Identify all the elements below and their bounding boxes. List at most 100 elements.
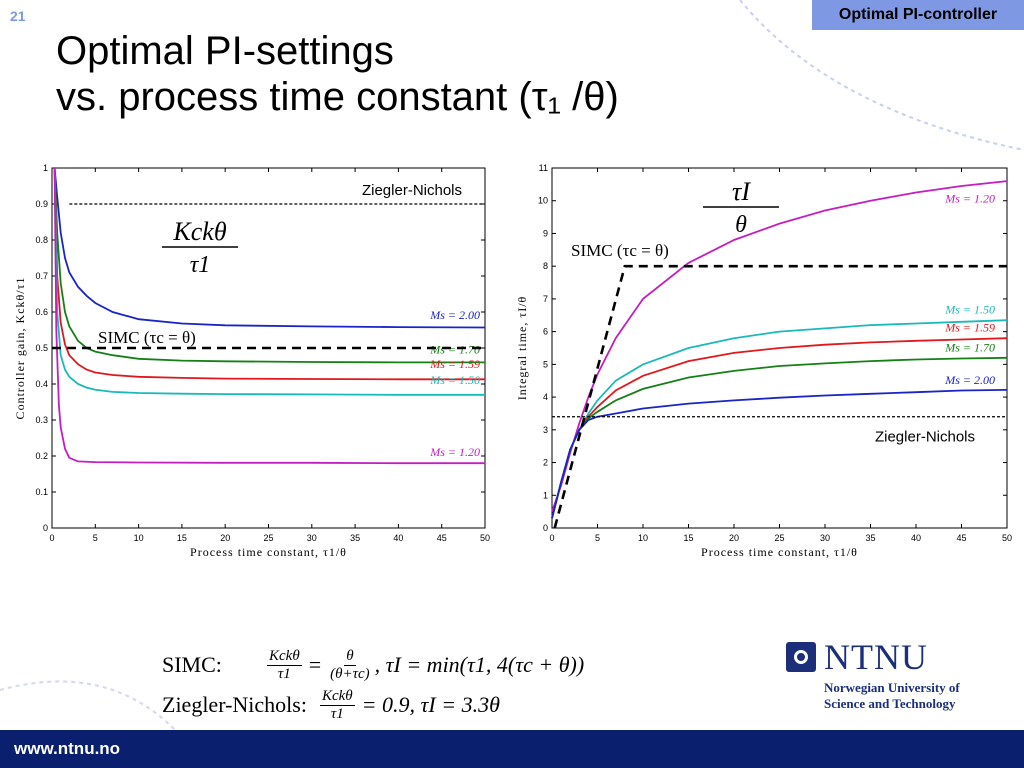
series-label: Ms = 1.59 — [429, 357, 480, 371]
y-tick-label: 6 — [543, 327, 548, 337]
footer-url[interactable]: www.ntnu.no — [14, 739, 121, 758]
x-tick-label: 50 — [480, 533, 490, 543]
x-tick-label: 5 — [93, 533, 98, 543]
y-axis-label: Integral time, τI/θ — [515, 296, 529, 401]
series-line — [53, 167, 486, 329]
x-axis-label: Process time constant, τ1/θ — [190, 545, 347, 559]
x-axis-label: Process time constant, τ1/θ — [701, 545, 858, 559]
y-tick-label: 0.2 — [35, 451, 48, 461]
series-label: Ms = 1.20 — [944, 191, 995, 205]
simc-rhs-fraction: θ (θ+τc) — [328, 648, 372, 683]
x-tick-label: 40 — [911, 533, 921, 543]
reference-line — [553, 264, 1007, 529]
simc-kc-numerator: Kckθ — [267, 647, 302, 666]
title-line-1: Optimal PI-settings — [56, 29, 394, 73]
series-label: Ms = 1.59 — [944, 321, 995, 335]
ntnu-logo: NTNU Norwegian University of Science and… — [786, 637, 1016, 720]
formula-numerator: τI — [732, 177, 751, 206]
ntnu-subtitle-line-2: Science and Technology — [824, 696, 956, 711]
x-tick-label: 30 — [820, 533, 830, 543]
y-tick-label: 0.5 — [35, 343, 48, 353]
y-tick-label: 0.7 — [35, 271, 48, 281]
slide-title: Optimal PI-settings vs. process time con… — [56, 28, 619, 120]
formula-block: SIMC: Kckθ τ1 = θ (θ+τc) , τI = min(τ1, … — [162, 645, 584, 725]
x-tick-label: 10 — [134, 533, 144, 543]
y-axis-label: Controller gain, Kckθ/τ1 — [13, 277, 27, 420]
x-tick-label: 10 — [638, 533, 648, 543]
formula-annotation: Kckθ τ1 — [162, 217, 238, 278]
formula-denominator: τ1 — [190, 252, 211, 278]
footer-bar: www.ntnu.no — [0, 730, 1024, 768]
title-line-2: vs. process time constant (τ₁ /θ) — [56, 75, 619, 119]
series-line — [53, 167, 485, 465]
simc-kc-fraction: Kckθ τ1 — [267, 648, 302, 683]
simc-kc-denominator: τ1 — [277, 665, 291, 682]
y-tick-label: 3 — [543, 425, 548, 435]
formula-denominator: θ — [735, 212, 747, 238]
series-line — [551, 389, 1008, 519]
y-tick-label: 0.8 — [35, 235, 48, 245]
simc-label: SIMC (τc = θ) — [571, 241, 669, 260]
simc-rhs-denominator: (θ+τc) — [330, 665, 370, 682]
slide-number: 21 — [10, 8, 26, 24]
y-tick-label: 8 — [543, 261, 548, 271]
zn-rhs-expression: = 0.9, τI = 3.3θ — [361, 692, 500, 717]
series-label: Ms = 1.20 — [429, 445, 480, 459]
y-tick-label: 0.3 — [35, 415, 48, 425]
ziegler-nichols-label: Ziegler-Nichols — [875, 429, 975, 446]
ntnu-subtitle-line-1: Norwegian University of — [824, 680, 960, 695]
x-tick-label: 45 — [437, 533, 447, 543]
series-label: Ms = 1.50 — [944, 303, 995, 317]
series-label: Ms = 1.50 — [429, 373, 480, 387]
x-tick-label: 40 — [393, 533, 403, 543]
y-tick-label: 11 — [539, 163, 548, 173]
series-label: Ms = 2.00 — [429, 308, 480, 322]
x-tick-label: 30 — [307, 533, 317, 543]
y-tick-label: 0.6 — [35, 307, 48, 317]
x-tick-label: 25 — [263, 533, 273, 543]
y-tick-label: 0.1 — [35, 487, 48, 497]
series-line — [551, 180, 1008, 512]
formula-numerator: Kckθ — [172, 217, 226, 246]
simc-tau-expression: , τI = min(τ1, 4(τc + θ)) — [374, 652, 585, 677]
ntnu-subtitle: Norwegian University of Science and Tech… — [824, 680, 960, 712]
y-tick-label: 9 — [543, 228, 548, 238]
zn-kc-fraction: Kckθ τ1 — [319, 687, 355, 723]
simc-formula: SIMC: Kckθ τ1 = θ (θ+τc) , τI = min(τ1, … — [162, 645, 584, 685]
zn-formula: Ziegler-Nichols: Kckθ τ1 = 0.9, τI = 3.3… — [162, 685, 584, 725]
x-tick-label: 0 — [549, 533, 554, 543]
x-tick-label: 20 — [729, 533, 739, 543]
y-tick-label: 1 — [543, 490, 548, 500]
zn-kc-numerator: Kckθ — [319, 687, 355, 706]
series-line — [53, 167, 485, 396]
y-tick-label: 10 — [538, 196, 548, 206]
y-tick-label: 7 — [543, 294, 548, 304]
y-tick-label: 0 — [43, 523, 48, 533]
y-tick-label: 5 — [543, 359, 548, 369]
simc-label: SIMC (τc = θ) — [98, 328, 196, 347]
x-tick-label: 0 — [49, 533, 54, 543]
simc-label: SIMC: — [162, 652, 222, 677]
y-tick-label: 0 — [543, 523, 548, 533]
x-tick-label: 20 — [220, 533, 230, 543]
y-tick-label: 0.4 — [35, 379, 48, 389]
x-tick-label: 25 — [774, 533, 784, 543]
equals-sign: = — [308, 652, 322, 677]
series-line — [53, 167, 485, 381]
series-label: Ms = 2.00 — [944, 373, 995, 387]
ntnu-wordmark: NTNU — [824, 637, 928, 677]
zn-kc-denominator: τ1 — [330, 705, 344, 722]
x-tick-label: 5 — [595, 533, 600, 543]
x-tick-label: 15 — [683, 533, 693, 543]
y-tick-label: 4 — [543, 392, 548, 402]
x-tick-label: 35 — [350, 533, 360, 543]
x-tick-label: 15 — [177, 533, 187, 543]
zn-label: Ziegler-Nichols: — [162, 692, 307, 717]
y-tick-label: 1 — [43, 163, 48, 173]
ziegler-nichols-label: Ziegler-Nichols — [362, 182, 462, 199]
series-label: Ms = 1.70 — [944, 340, 995, 354]
x-tick-label: 50 — [1002, 533, 1012, 543]
x-tick-label: 45 — [956, 533, 966, 543]
series-label: Ms = 1.70 — [429, 342, 480, 356]
formula-annotation: τI θ — [703, 177, 779, 238]
